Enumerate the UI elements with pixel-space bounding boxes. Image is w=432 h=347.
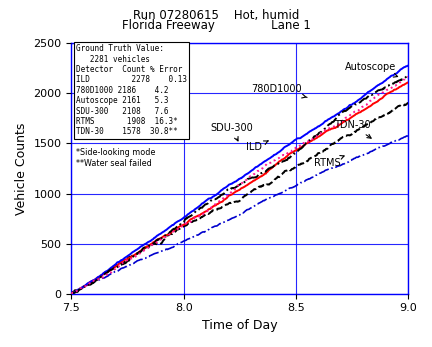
Text: Run 07280615    Hot, humid: Run 07280615 Hot, humid [133, 9, 299, 22]
X-axis label: Time of Day: Time of Day [202, 319, 278, 332]
Text: 780D1000: 780D1000 [251, 84, 307, 98]
Text: Florida Freeway               Lane 1: Florida Freeway Lane 1 [121, 19, 311, 32]
Text: RTMS: RTMS [314, 155, 344, 168]
Text: Ground Truth Value:
   2281 vehicles
Detector  Count % Error
ILD         2278   : Ground Truth Value: 2281 vehicles Detect… [76, 44, 187, 136]
Text: TDN-30: TDN-30 [334, 120, 371, 138]
Y-axis label: Vehicle Counts: Vehicle Counts [15, 122, 28, 215]
Text: *Side-looking mode
**Water seal failed: *Side-looking mode **Water seal failed [76, 149, 155, 168]
Text: ILD: ILD [247, 141, 268, 152]
Text: SDU-300: SDU-300 [210, 124, 253, 141]
Text: Autoscope: Autoscope [345, 62, 397, 77]
